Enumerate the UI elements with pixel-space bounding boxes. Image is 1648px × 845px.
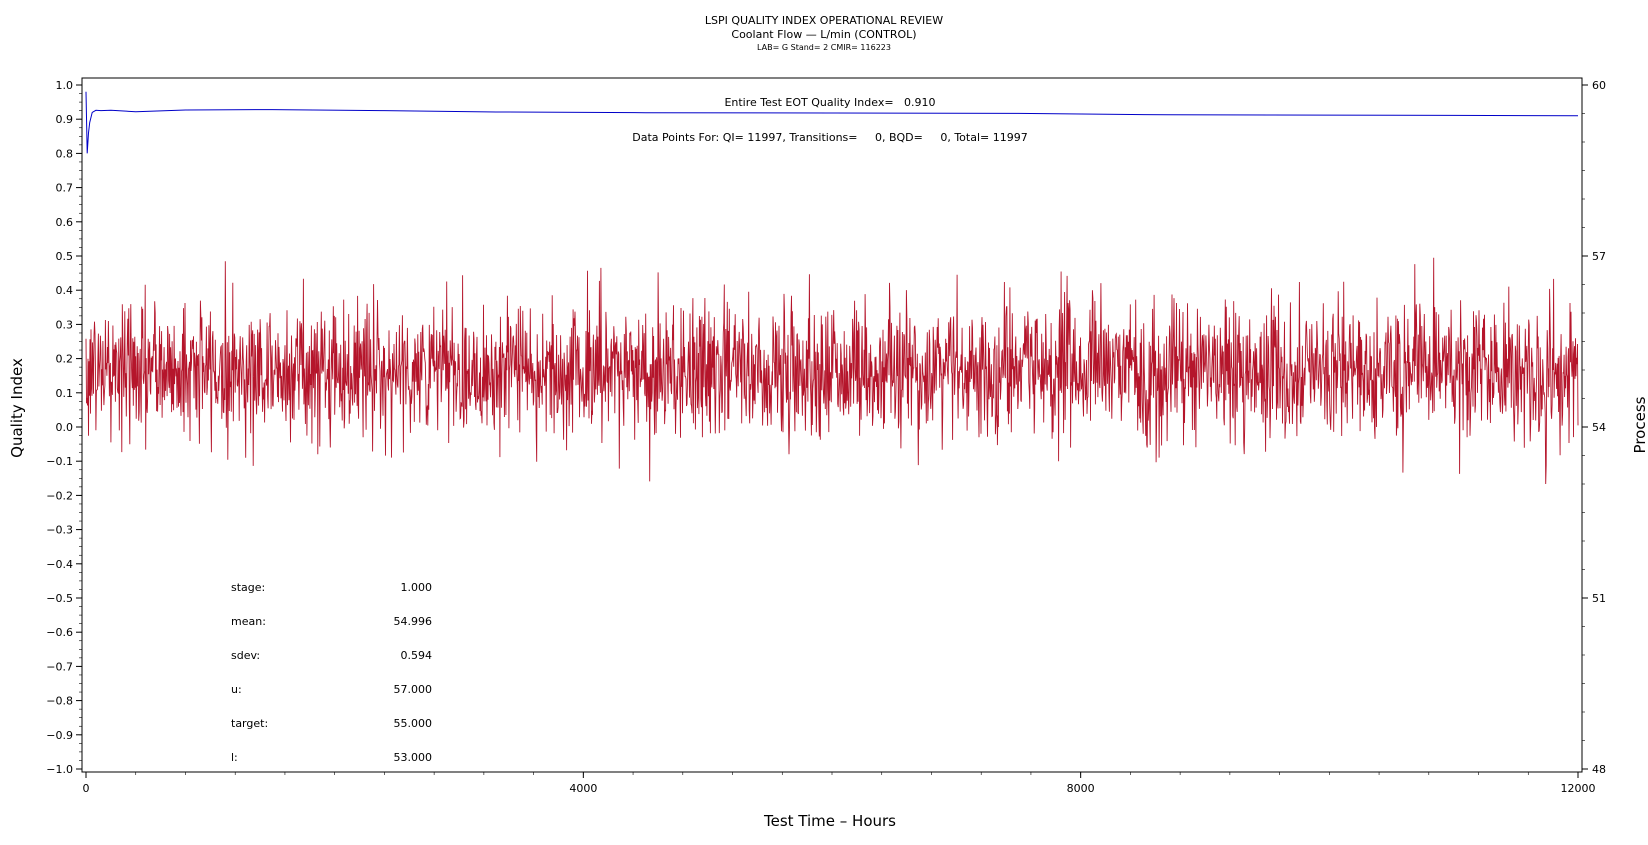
process-series xyxy=(85,257,1579,485)
y-axis-label: Quality Index xyxy=(8,358,26,458)
y-tick-label: −0.6 xyxy=(46,626,73,639)
y-tick-label: 0.5 xyxy=(56,250,74,263)
y-tick-label: −0.3 xyxy=(46,524,73,537)
y2-tick-label: 51 xyxy=(1592,592,1606,605)
y-tick-label: 0.4 xyxy=(56,284,74,297)
chart-info-line: LAB= G Stand= 2 CMIR= 116223 xyxy=(757,43,891,52)
y2-tick-label: 48 xyxy=(1592,763,1606,776)
stat-value: 53.000 xyxy=(394,751,433,764)
y-tick-label: 1.0 xyxy=(56,79,74,92)
x-tick-label: 12000 xyxy=(1561,782,1596,795)
y-tick-label: 0.0 xyxy=(56,421,74,434)
x-tick-label: 8000 xyxy=(1067,782,1095,795)
stat-value: 1.000 xyxy=(401,581,433,594)
y2-tick-label: 60 xyxy=(1592,79,1606,92)
process-trace xyxy=(85,257,1579,485)
x-tick-label: 4000 xyxy=(569,782,597,795)
y-tick-label: −0.1 xyxy=(46,455,73,468)
stat-value: 0.594 xyxy=(401,649,433,662)
y-tick-label: −1.0 xyxy=(46,763,73,776)
y-tick-label: 0.6 xyxy=(56,216,74,229)
data-points-annotation: Data Points For: QI= 11997, Transitions=… xyxy=(632,131,1027,144)
stat-label: stage: xyxy=(231,581,265,594)
stat-label: sdev: xyxy=(231,649,260,662)
y2-tick-label: 54 xyxy=(1592,421,1606,434)
y-tick-label: −0.8 xyxy=(46,695,73,708)
stat-value: 55.000 xyxy=(394,717,433,730)
eot-quality-index-annotation: Entire Test EOT Quality Index= 0.910 xyxy=(724,96,935,109)
y-tick-label: −0.2 xyxy=(46,489,73,502)
y-tick-label: 0.2 xyxy=(56,353,74,366)
stat-value: 57.000 xyxy=(394,683,433,696)
stat-label: l: xyxy=(231,751,238,764)
y-tick-label: −0.4 xyxy=(46,558,73,571)
x-tick-label: 0 xyxy=(83,782,90,795)
y-tick-label: −0.5 xyxy=(46,592,73,605)
y-tick-label: 0.9 xyxy=(56,113,74,126)
chart-subtitle: Coolant Flow — L/min (CONTROL) xyxy=(731,28,917,41)
y-tick-label: −0.9 xyxy=(46,729,73,742)
y-tick-label: 0.8 xyxy=(56,147,74,160)
stat-label: u: xyxy=(231,683,242,696)
chart-title: LSPI QUALITY INDEX OPERATIONAL REVIEW xyxy=(704,14,944,27)
y2-tick-label: 57 xyxy=(1592,250,1606,263)
y-tick-label: 0.3 xyxy=(56,318,74,331)
stats-block: stage: 1.000 mean: 54.996 sdev: 0.594 u: 57.000… xyxy=(231,581,432,764)
x-axis-label: Test Time – Hours xyxy=(763,812,896,830)
stat-label: target: xyxy=(231,717,268,730)
y-tick-label: 0.1 xyxy=(56,387,74,400)
y-tick-label: −0.7 xyxy=(46,660,73,673)
y-tick-label: 0.7 xyxy=(56,182,74,195)
y2-axis-label: Process xyxy=(1631,396,1648,453)
stat-label: mean: xyxy=(231,615,266,628)
stat-value: 54.996 xyxy=(394,615,433,628)
quality-index-line xyxy=(85,91,1579,154)
